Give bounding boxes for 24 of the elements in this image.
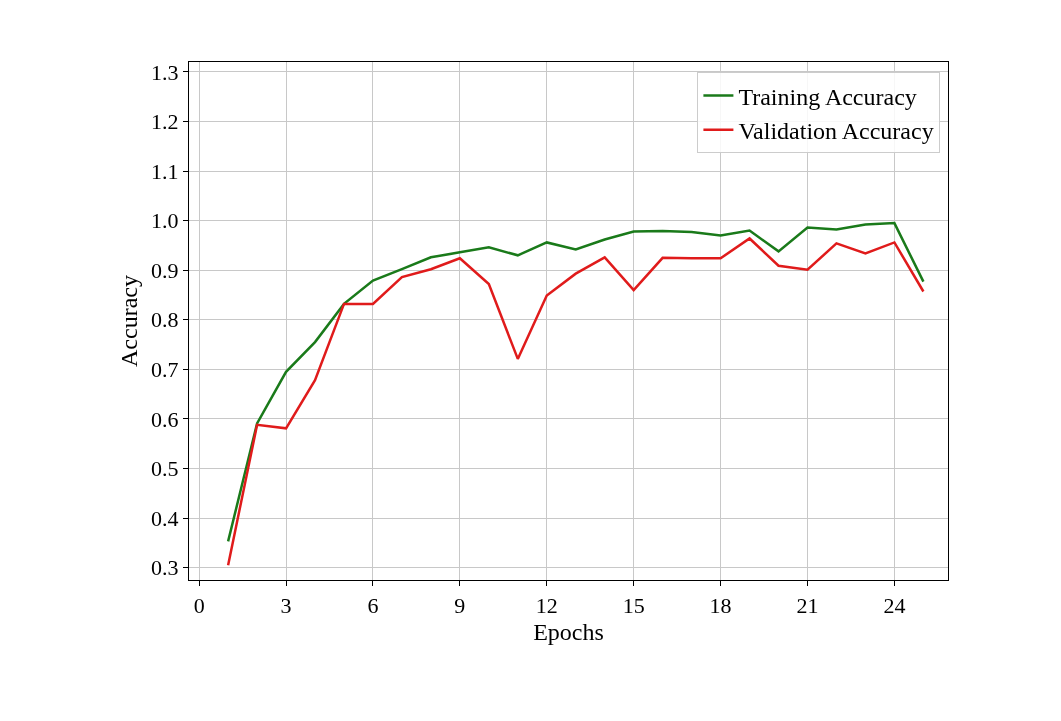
x-tick-label: 15 bbox=[622, 592, 645, 618]
x-tick-label: 6 bbox=[367, 592, 379, 618]
x-tick-label: 12 bbox=[535, 592, 558, 618]
y-tick-label: 1.0 bbox=[151, 208, 179, 234]
x-axis-title: Epochs bbox=[533, 618, 604, 645]
legend-label: Training Accuracy bbox=[738, 83, 917, 110]
y-tick-label: 0.7 bbox=[151, 357, 179, 383]
y-tick-label: 1.1 bbox=[151, 158, 179, 184]
legend-label: Validation Accuracy bbox=[738, 118, 934, 145]
x-tick-label: 24 bbox=[883, 592, 906, 618]
x-tick-label: 3 bbox=[280, 592, 292, 618]
x-tick-label: 21 bbox=[796, 592, 819, 618]
y-tick-label: 0.8 bbox=[151, 307, 179, 333]
y-tick-label: 1.2 bbox=[151, 109, 179, 135]
y-tick-label: 0.3 bbox=[151, 555, 179, 581]
y-tick-label: 0.9 bbox=[151, 257, 179, 283]
x-tick-label: 0 bbox=[193, 592, 205, 618]
x-tick-label: 18 bbox=[709, 592, 732, 618]
y-tick-label: 0.4 bbox=[151, 505, 179, 531]
y-tick-label: 0.5 bbox=[151, 456, 179, 482]
x-tick-label: 9 bbox=[454, 592, 466, 618]
y-tick-label: 1.3 bbox=[151, 59, 179, 85]
y-tick-label: 0.6 bbox=[151, 406, 179, 432]
y-axis-title: Accuracy bbox=[116, 275, 143, 367]
